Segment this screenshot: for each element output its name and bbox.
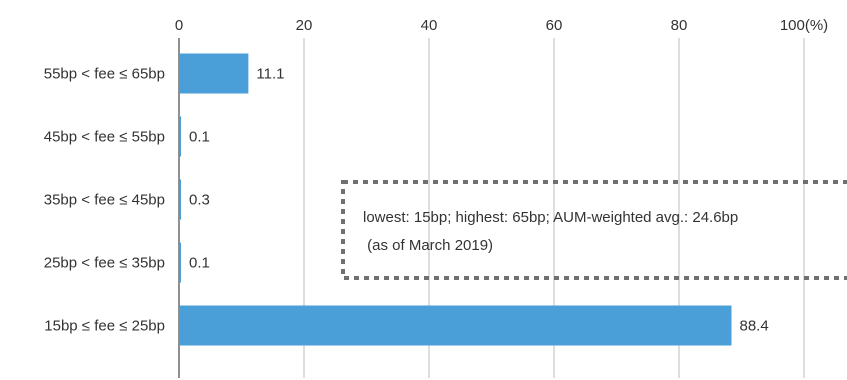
data-label: 0.1: [189, 255, 210, 272]
category-label: 35bp < fee ≤ 45bp: [44, 192, 165, 209]
data-labels: 11.1 0.1 0.3 0.1 88.4: [189, 66, 769, 335]
bar: [179, 179, 181, 220]
x-axis-tick-labels: 0 20 40 60 80 100(%): [175, 17, 828, 34]
bar: [179, 53, 249, 94]
x-tick-label: 20: [296, 17, 313, 34]
category-label: 15bp ≤ fee ≤ 25bp: [44, 318, 165, 335]
x-tick-label: 60: [546, 17, 563, 34]
annotation-border: [341, 180, 847, 280]
category-labels: 55bp < fee ≤ 65bp 45bp < fee ≤ 55bp 35bp <…: [44, 66, 165, 335]
x-tick-label: 80: [671, 17, 688, 34]
bars: [179, 53, 732, 346]
data-label: 11.1: [256, 66, 284, 83]
category-label: 45bp < fee ≤ 55bp: [44, 129, 165, 146]
bar: [179, 116, 181, 157]
category-label: 55bp < fee ≤ 65bp: [44, 66, 165, 83]
data-label: 0.1: [189, 129, 210, 146]
x-tick-label: 0: [175, 17, 183, 34]
data-label: 88.4: [740, 318, 769, 335]
x-tick-label: 40: [421, 17, 438, 34]
data-label: 0.3: [189, 192, 210, 209]
annotation-box: lowest: 15bp; highest: 65bp; AUM-weighte…: [341, 180, 847, 280]
annotation-line-1: lowest: 15bp; highest: 65bp; AUM-weighte…: [363, 209, 738, 226]
category-label: 25bp < fee ≤ 35bp: [44, 255, 165, 272]
annotation-line-2: (as of March 2019): [363, 237, 493, 254]
bar: [179, 242, 181, 283]
x-tick-label: 100(%): [780, 17, 828, 34]
bar: [179, 305, 732, 346]
